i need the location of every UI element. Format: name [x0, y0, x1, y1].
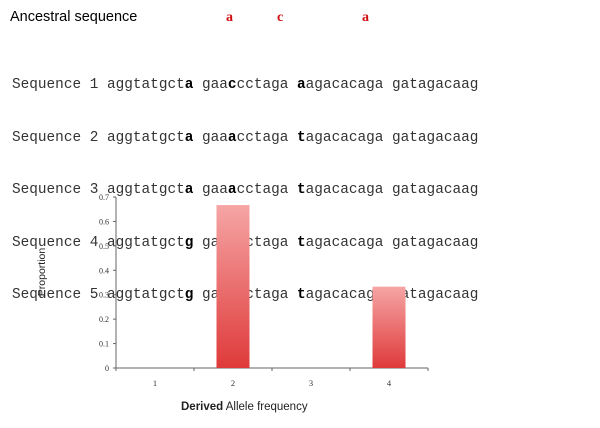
sequence-segment: agacacaga gatagacaag	[305, 287, 479, 303]
sequence-label: Sequence 4	[12, 234, 99, 251]
sequence-row: Sequence 5 aggtatgctg gaaccctaga tagacac…	[12, 287, 478, 305]
x-tick-label: 1	[153, 378, 157, 388]
variant-base: a	[297, 77, 306, 93]
y-tick-label: 0	[105, 364, 109, 373]
x-axis-label-rest: Allele frequency	[223, 401, 308, 413]
x-tick-label: 3	[309, 378, 313, 388]
sequence-segment: aggtatgct	[107, 234, 185, 251]
sequence-segment: aggtatgct	[107, 77, 185, 93]
ancestral-marker-1: a	[226, 10, 233, 25]
sequence-label: Sequence 3	[12, 182, 99, 198]
bar	[372, 286, 406, 368]
sequence-row: Sequence 3 aggtatgcta gaaacctaga tagacac…	[12, 182, 478, 200]
sequence-label: Sequence 2	[12, 129, 99, 146]
sequence-segment: cctaga	[236, 77, 298, 93]
variant-base: g	[184, 287, 194, 303]
x-tick-label: 4	[387, 378, 392, 388]
sequence-row: Sequence 1 aggtatgcta gaaccctaga aagacac…	[12, 77, 478, 95]
variant-base: t	[297, 182, 306, 198]
ancestral-marker-3: a	[362, 10, 369, 25]
x-tick-label: 2	[231, 378, 235, 388]
sequence-label: Sequence 5	[12, 287, 99, 303]
y-tick-label: 0.3	[99, 291, 109, 300]
y-tick-label: 0.7	[99, 193, 109, 202]
page-title: Ancestral sequence	[10, 9, 138, 25]
y-tick-label: 0.4	[99, 266, 109, 275]
sequence-segment: cctaga	[236, 182, 298, 198]
variant-base: a	[184, 77, 194, 93]
variant-base: t	[297, 234, 306, 251]
y-tick-label: 0.2	[99, 315, 109, 324]
sequence-segment: gaa	[193, 129, 228, 146]
sequence-label: Sequence 1	[12, 77, 99, 93]
sequence-alignment: Sequence 1 aggtatgcta gaaccctaga aagacac…	[12, 42, 478, 322]
variant-base: t	[297, 287, 306, 303]
y-tick-label: 0.5	[99, 242, 109, 251]
variant-base: a	[227, 129, 237, 146]
sequence-segment: cctaga	[236, 287, 298, 303]
sequence-segment: cctaga	[236, 234, 298, 251]
sequence-segment: cctaga	[236, 129, 298, 146]
bar	[216, 205, 250, 368]
y-tick-label: 0.6	[99, 217, 109, 226]
variant-base: c	[227, 77, 237, 93]
sequence-segment: aggtatgct	[107, 129, 185, 146]
sequence-segment: agacacaga gatagacaag	[305, 182, 479, 198]
sequence-segment: gaa	[193, 182, 228, 198]
sequence-segment: aggtatgct	[107, 287, 185, 303]
variant-base: a	[227, 182, 237, 198]
variant-base: t	[297, 129, 306, 146]
sequence-row: Sequence 4 aggtatgctg gaaccctaga tagacac…	[12, 235, 478, 253]
x-axis-label-bold: Derived	[181, 401, 224, 413]
ancestral-marker-2: c	[277, 10, 284, 25]
sequence-row: Sequence 2 aggtatgcta gaaacctaga tagacac…	[12, 130, 478, 148]
sequence-segment: agacacaga gatagacaag	[305, 234, 479, 251]
sequence-segment: agacacaga gatagacaag	[305, 129, 479, 146]
x-axis-label: Derived Allele frequency	[181, 401, 308, 413]
y-tick-label: 0.1	[99, 340, 109, 349]
variant-base: g	[184, 234, 194, 251]
sequence-segment: gaa	[193, 77, 228, 93]
sequence-segment: agacacaga gatagacaag	[305, 77, 479, 93]
variant-base: a	[184, 182, 194, 198]
sequence-segment: aggtatgct	[107, 182, 185, 198]
variant-base: a	[184, 129, 194, 146]
y-axis-label: Proportion	[36, 247, 48, 297]
